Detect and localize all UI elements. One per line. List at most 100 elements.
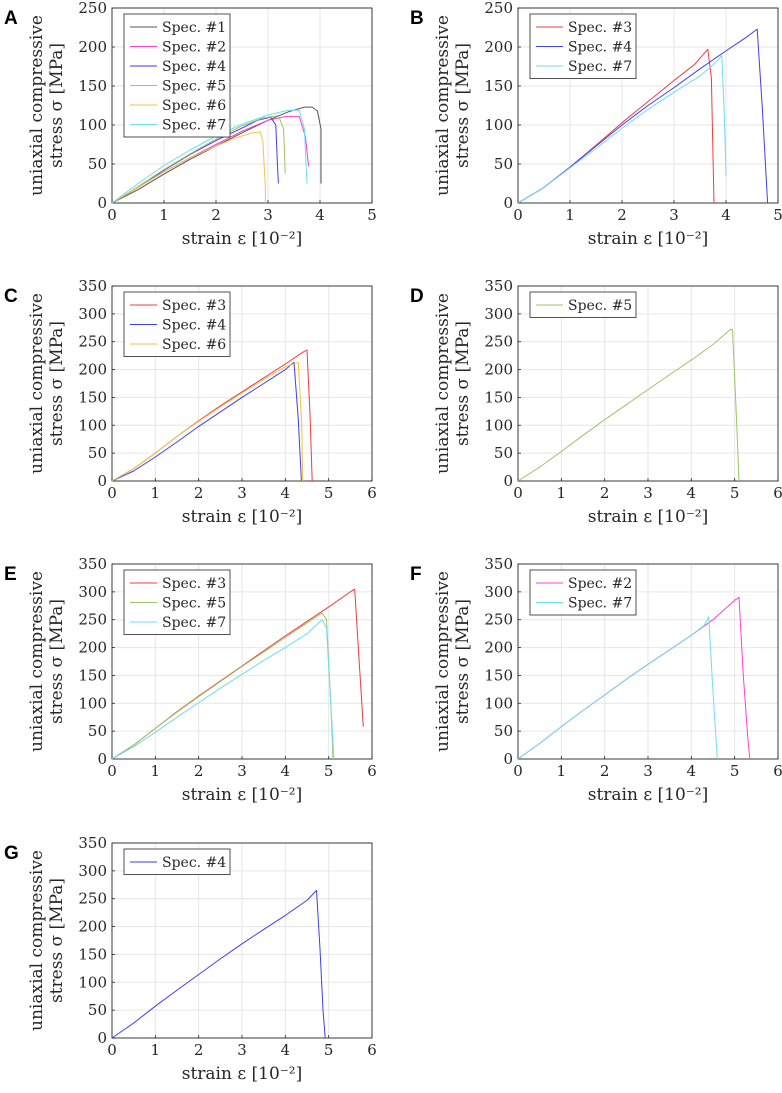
y-tick-label: 250 [484, 0, 513, 17]
y-axis-label-line2: stress σ [MPa] [47, 43, 67, 168]
y-tick-label: 200 [78, 639, 107, 657]
x-tick-label: 4 [721, 206, 731, 224]
x-tick-label: 6 [367, 762, 377, 780]
panel-letter: B [410, 8, 424, 29]
x-tick-label: 5 [324, 762, 334, 780]
x-tick-label: 4 [281, 1041, 291, 1059]
x-tick-label: 0 [513, 484, 523, 502]
legend-label: Spec. #6 [162, 337, 226, 353]
y-tick-label: 300 [484, 583, 513, 601]
y-tick-label: 150 [78, 945, 107, 963]
y-tick-label: 0 [97, 472, 107, 490]
series-line-spec-7 [517, 616, 718, 760]
panel-f: F 0 1 2 3 4 5 6 0 50 100 150 200 250 300 350 strain ε [1… [410, 555, 782, 805]
legend-label: Spec. #4 [162, 59, 226, 75]
y-axis-label-line2: stress σ [MPa] [47, 321, 67, 446]
x-tick-label: 4 [687, 762, 697, 780]
y-tick-label: 350 [484, 555, 513, 573]
panel-letter: E [4, 564, 17, 585]
legend-label: Spec. #7 [162, 118, 226, 134]
legend: Spec. #2 Spec. #7 [529, 569, 637, 616]
y-tick-label: 100 [484, 116, 513, 134]
x-tick-label: 6 [773, 762, 782, 780]
y-tick-label: 50 [88, 155, 107, 173]
legend-label: Spec. #4 [568, 40, 632, 56]
legend-label: Spec. #4 [162, 855, 226, 871]
y-tick-label: 100 [78, 116, 107, 134]
legend-label: Spec. #5 [568, 298, 632, 314]
x-tick-label: 3 [237, 484, 247, 502]
x-tick-label: 6 [773, 484, 782, 502]
y-tick-label: 150 [78, 77, 107, 95]
series-line-spec-5 [111, 612, 334, 760]
y-tick-label: 50 [88, 722, 107, 740]
x-tick-label: 2 [600, 484, 610, 502]
y-tick-label: 0 [97, 1029, 107, 1047]
y-tick-label: 300 [484, 305, 513, 323]
legend-label: Spec. #7 [568, 596, 632, 612]
y-axis-label-line1: uniaxial compressive [433, 15, 453, 196]
y-tick-label: 200 [484, 38, 513, 56]
x-tick-label: 2 [211, 206, 221, 224]
y-tick-label: 350 [78, 555, 107, 573]
legend-label: Spec. #3 [162, 298, 226, 314]
x-tick-label: 0 [107, 762, 117, 780]
y-tick-label: 150 [484, 666, 513, 684]
x-tick-label: 6 [367, 1041, 377, 1059]
y-tick-label: 100 [78, 416, 107, 434]
x-tick-label: 1 [159, 206, 169, 224]
x-axis-label: strain ε [10⁻²] [182, 507, 303, 527]
panel-letter: F [410, 564, 422, 585]
legend: Spec. #3 Spec. #4 Spec. #6 [123, 291, 231, 357]
y-tick-label: 0 [503, 750, 513, 768]
y-tick-label: 50 [494, 444, 513, 462]
x-tick-label: 4 [315, 206, 325, 224]
x-tick-label: 5 [730, 762, 740, 780]
y-tick-label: 100 [78, 694, 107, 712]
panel-letter: C [4, 286, 18, 307]
legend-label: Spec. #2 [568, 576, 632, 592]
y-tick-label: 50 [494, 722, 513, 740]
y-tick-label: 250 [484, 611, 513, 629]
y-tick-label: 250 [78, 890, 107, 908]
x-tick-label: 0 [107, 206, 117, 224]
y-tick-label: 300 [78, 862, 107, 880]
legend-label: Spec. #4 [162, 318, 226, 334]
series-line-spec-6 [111, 361, 304, 482]
x-tick-label: 0 [107, 1041, 117, 1059]
legend: Spec. #3 Spec. #4 Spec. #7 [529, 13, 637, 79]
y-axis-label-line1: uniaxial compressive [27, 15, 47, 196]
legend-label: Spec. #5 [162, 79, 226, 95]
panel-letter: G [4, 843, 19, 864]
y-tick-label: 200 [484, 361, 513, 379]
y-tick-label: 350 [78, 277, 107, 295]
axes-box [111, 7, 373, 204]
y-axis-label-line2: stress σ [MPa] [453, 599, 473, 724]
x-tick-label: 5 [324, 1041, 334, 1059]
y-tick-label: 300 [78, 583, 107, 601]
series-line-spec-7 [111, 619, 335, 760]
y-tick-label: 250 [484, 333, 513, 351]
y-tick-label: 150 [484, 77, 513, 95]
series-line-spec-2 [517, 596, 751, 760]
y-axis-label-line1: uniaxial compressive [433, 293, 453, 474]
x-axis-label: strain ε [10⁻²] [588, 785, 709, 805]
x-axis-label: strain ε [10⁻²] [182, 1064, 303, 1084]
y-tick-label: 0 [97, 194, 107, 212]
x-tick-label: 5 [367, 206, 377, 224]
y-axis-label-line2: stress σ [MPa] [453, 43, 473, 168]
panel-e: E 0 1 2 3 4 5 6 0 50 100 150 200 250 300 350 strain ε [1… [4, 555, 377, 805]
y-tick-label: 200 [78, 361, 107, 379]
x-tick-label: 4 [281, 484, 291, 502]
y-tick-label: 150 [78, 666, 107, 684]
x-tick-label: 3 [643, 484, 653, 502]
panel-d: D 0 1 2 3 4 5 6 0 50 100 150 200 250 300 350 strain ε [1… [410, 277, 782, 527]
panel-letter: A [4, 8, 18, 29]
legend-label: Spec. #3 [162, 576, 226, 592]
x-tick-label: 1 [557, 484, 567, 502]
x-tick-label: 3 [237, 1041, 247, 1059]
y-tick-label: 0 [503, 472, 513, 490]
legend-label: Spec. #7 [162, 615, 226, 631]
legend-label: Spec. #3 [568, 20, 632, 36]
